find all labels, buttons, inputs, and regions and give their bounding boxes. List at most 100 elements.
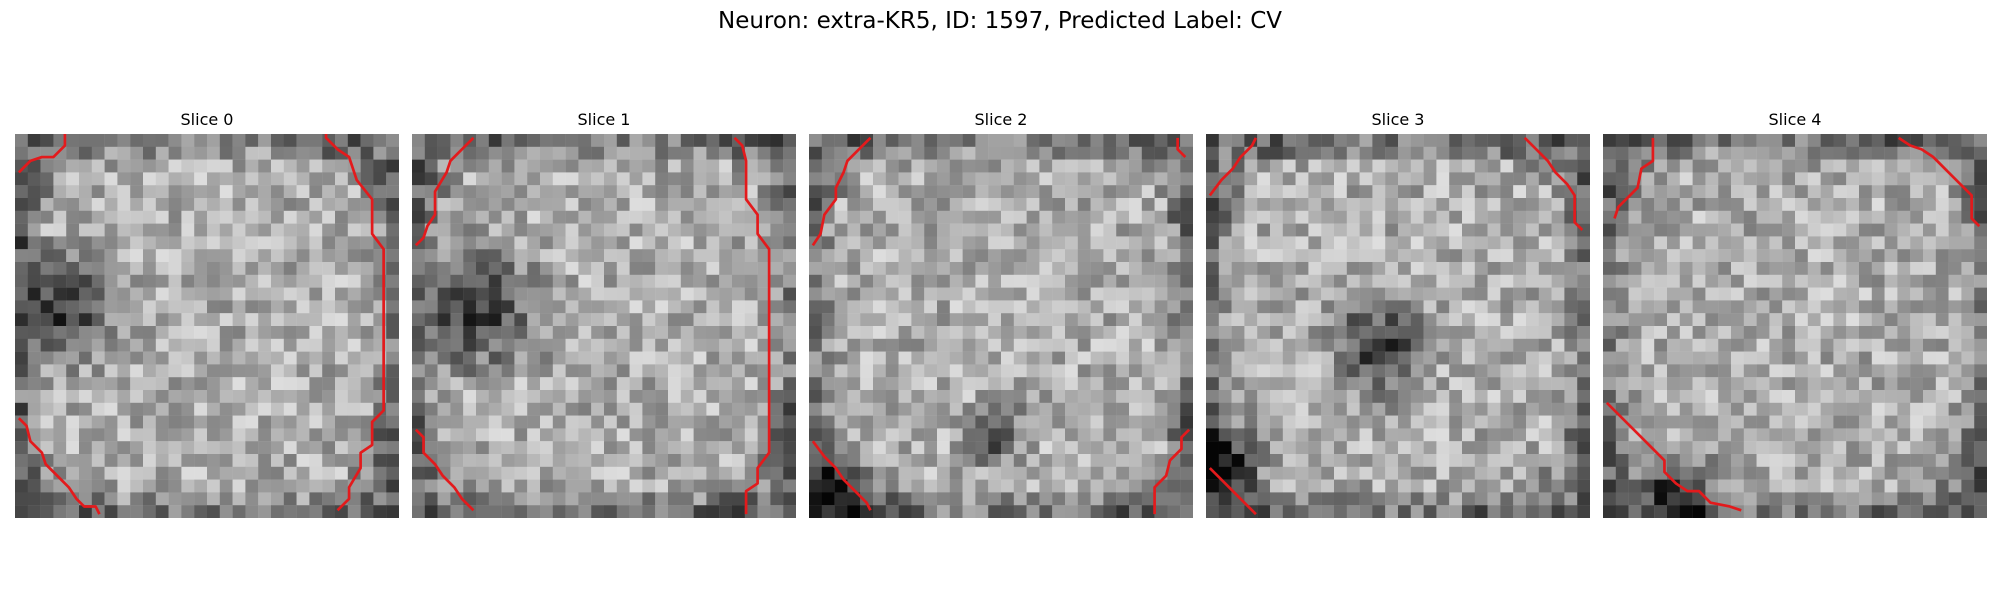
pixel bbox=[1935, 236, 1949, 250]
pixel bbox=[629, 492, 643, 506]
pixel bbox=[1244, 198, 1258, 211]
pixel bbox=[232, 338, 246, 352]
pixel bbox=[1961, 262, 1975, 275]
pixel bbox=[1961, 223, 1975, 237]
pixel bbox=[1026, 223, 1040, 237]
pixel bbox=[1346, 236, 1360, 250]
pixel bbox=[1218, 210, 1232, 224]
pixel bbox=[962, 377, 976, 391]
pixel bbox=[1052, 159, 1066, 173]
pixel bbox=[668, 351, 681, 365]
pixel bbox=[898, 505, 912, 518]
pixel bbox=[258, 134, 272, 147]
pixel bbox=[1013, 326, 1027, 339]
pixel bbox=[642, 146, 656, 160]
pixel bbox=[1923, 300, 1936, 314]
pixel bbox=[1372, 300, 1386, 314]
pixel bbox=[1244, 287, 1258, 301]
pixel bbox=[66, 236, 80, 250]
pixel bbox=[40, 428, 54, 442]
pixel bbox=[1129, 479, 1142, 493]
pixel bbox=[1257, 198, 1271, 211]
pixel bbox=[604, 466, 617, 480]
pixel bbox=[860, 287, 874, 301]
pixel bbox=[1180, 466, 1193, 480]
pixel bbox=[1833, 364, 1847, 378]
pixel bbox=[424, 479, 438, 493]
pixel bbox=[668, 492, 681, 506]
pixel bbox=[283, 287, 297, 301]
pixel bbox=[1180, 338, 1193, 352]
pixel bbox=[181, 146, 195, 160]
pixel bbox=[347, 185, 361, 199]
pixel bbox=[194, 262, 208, 275]
pixel bbox=[117, 402, 131, 416]
pixel bbox=[296, 172, 310, 186]
pixel bbox=[1923, 134, 1936, 147]
pixel bbox=[1577, 492, 1590, 506]
pixel bbox=[283, 390, 297, 403]
pixel bbox=[668, 390, 681, 403]
pixel bbox=[296, 313, 310, 327]
pixel bbox=[1129, 377, 1142, 391]
pixel bbox=[1500, 492, 1514, 506]
pixel bbox=[642, 313, 656, 327]
pixel bbox=[834, 428, 848, 442]
pixel bbox=[207, 402, 220, 416]
pixel bbox=[757, 415, 771, 429]
pixel bbox=[1782, 236, 1796, 250]
pixel bbox=[1141, 415, 1155, 429]
pixel bbox=[1334, 377, 1347, 391]
pixel bbox=[1321, 287, 1335, 301]
pixel bbox=[1897, 377, 1911, 391]
pixel bbox=[207, 274, 220, 288]
pixel bbox=[1103, 172, 1117, 186]
pixel bbox=[1410, 351, 1424, 365]
pixel bbox=[1833, 274, 1847, 288]
pixel bbox=[1180, 172, 1193, 186]
pixel bbox=[437, 210, 451, 224]
pixel bbox=[1679, 351, 1693, 365]
pixel bbox=[1667, 274, 1680, 288]
pixel bbox=[1859, 262, 1872, 275]
pixel bbox=[1935, 249, 1949, 263]
pixel bbox=[1116, 210, 1130, 224]
pixel bbox=[219, 223, 233, 237]
pixel bbox=[412, 377, 425, 391]
pixel bbox=[1180, 377, 1193, 391]
pixel bbox=[937, 249, 950, 263]
pixel bbox=[655, 415, 669, 429]
pixel bbox=[91, 364, 105, 378]
pixel bbox=[1487, 390, 1501, 403]
pixel bbox=[847, 249, 861, 263]
pixel bbox=[1487, 134, 1501, 147]
pixel bbox=[1846, 198, 1860, 211]
pixel bbox=[1487, 249, 1501, 263]
pixel bbox=[1270, 351, 1283, 365]
pixel bbox=[194, 377, 208, 391]
pixel bbox=[1334, 351, 1347, 365]
pixel bbox=[655, 364, 669, 378]
pixel bbox=[975, 505, 989, 518]
pixel bbox=[962, 505, 976, 518]
pixel bbox=[719, 210, 733, 224]
pixel bbox=[283, 364, 297, 378]
pixel bbox=[79, 146, 92, 160]
pixel bbox=[1538, 428, 1552, 442]
pixel bbox=[27, 492, 41, 506]
pixel bbox=[1487, 313, 1501, 327]
pixel bbox=[1884, 351, 1898, 365]
pixel bbox=[629, 377, 643, 391]
pixel bbox=[1871, 415, 1885, 429]
pixel bbox=[1257, 236, 1271, 250]
pixel bbox=[1833, 479, 1847, 493]
pixel bbox=[1244, 454, 1258, 467]
pixel bbox=[104, 364, 118, 378]
pixel bbox=[1603, 274, 1616, 288]
pixel bbox=[744, 390, 758, 403]
pixel bbox=[245, 274, 259, 288]
pixel bbox=[1410, 159, 1424, 173]
pixel bbox=[565, 454, 579, 467]
pixel bbox=[476, 262, 489, 275]
pixel bbox=[937, 351, 950, 365]
